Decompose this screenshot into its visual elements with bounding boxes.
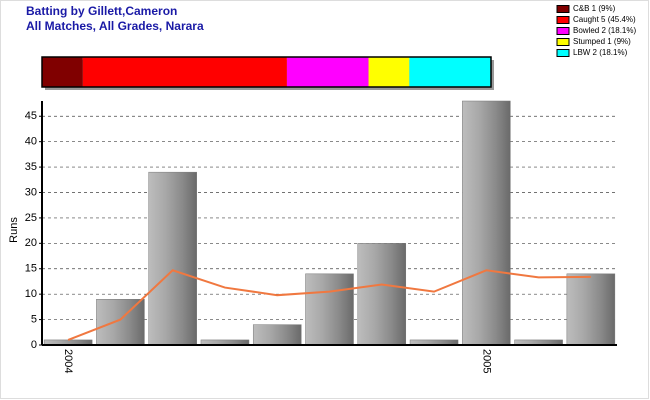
dismissal-segment xyxy=(42,57,83,87)
x-tick-label: 2005 xyxy=(480,349,492,373)
bar xyxy=(148,171,197,346)
legend-label: Stumped 1 (9%) xyxy=(573,37,631,46)
average-line xyxy=(67,269,591,341)
bar xyxy=(566,273,616,346)
bar xyxy=(252,324,302,346)
y-tick-label: 45 xyxy=(25,110,37,122)
legend-label: Bowled 2 (18.1%) xyxy=(573,26,636,35)
y-tick-label: 40 xyxy=(25,136,37,148)
dismissal-frame xyxy=(41,56,492,88)
legend-swatch xyxy=(556,5,570,13)
y-tick-label: 5 xyxy=(31,313,37,325)
legend-label: Caught 5 (45.4%) xyxy=(573,15,636,24)
y-tick-label: 10 xyxy=(25,288,37,300)
legend-label: LBW 2 (18.1%) xyxy=(573,48,628,57)
chart-subtitle: All Matches, All Grades, Narara xyxy=(26,19,204,33)
y-axis-label: Runs xyxy=(8,217,20,243)
y-tick-label: 30 xyxy=(25,186,37,198)
dismissal-segment xyxy=(82,57,287,87)
x-tick-label: 2004 xyxy=(62,349,74,373)
legend-swatch xyxy=(556,49,570,57)
bar xyxy=(357,243,407,346)
dismissal-segment xyxy=(286,57,369,87)
legend-swatch xyxy=(556,27,570,35)
y-tick-label: 15 xyxy=(25,263,37,275)
dismissal-segment xyxy=(368,57,410,87)
bar xyxy=(462,100,511,346)
legend-swatch xyxy=(556,38,570,46)
dismissal-segment xyxy=(409,57,491,87)
y-tick-label: 20 xyxy=(25,237,37,249)
chart-title: Batting by Gillett,Cameron xyxy=(26,4,177,18)
bar xyxy=(96,299,145,346)
y-tick-label: 0 xyxy=(31,339,37,351)
y-tick-label: 35 xyxy=(25,161,37,173)
bar xyxy=(305,273,354,346)
legend-swatch xyxy=(556,16,570,24)
y-tick-label: 25 xyxy=(25,212,37,224)
legend-label: C&B 1 (9%) xyxy=(573,4,616,13)
